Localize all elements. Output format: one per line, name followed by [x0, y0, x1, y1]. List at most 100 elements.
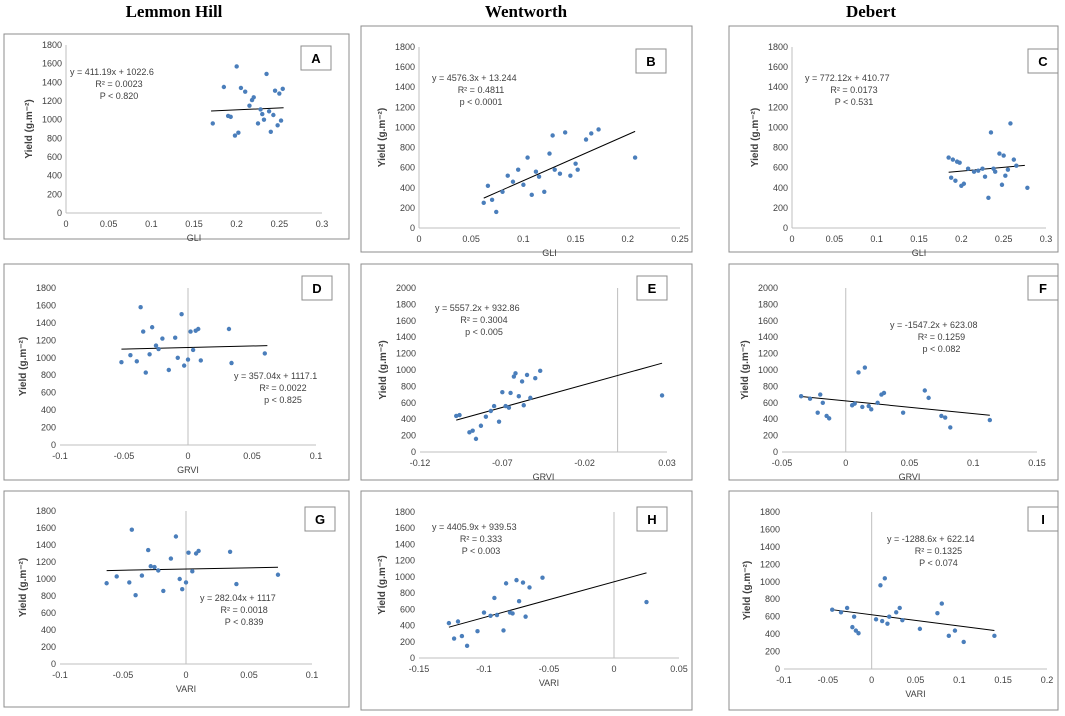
data-point-c: [961, 181, 967, 186]
x-tick-label-i: 0.05: [907, 675, 925, 685]
r-squared-c: R² = 0.0173: [830, 85, 877, 95]
data-point-b: [550, 133, 555, 138]
data-point-d: [166, 367, 171, 373]
y-tick-label-e: 1600: [396, 316, 416, 326]
y-axis-title-e: Yield (g.m⁻²): [378, 340, 389, 399]
data-point-a: [247, 103, 252, 108]
x-tick-label-h: -0.05: [539, 664, 560, 674]
panel-label-box-b: [635, 48, 667, 74]
data-point-d: [229, 360, 234, 366]
y-tick-label-c: 1400: [768, 82, 788, 92]
data-point-a: [238, 85, 244, 91]
trend-line-c: [948, 164, 1025, 173]
y-tick-label-f: 1600: [758, 316, 778, 326]
y-tick-label-g: 400: [41, 625, 56, 635]
data-point-a: [271, 112, 276, 118]
y-tick-label-c: 1200: [768, 102, 788, 112]
data-point-f: [900, 410, 906, 415]
data-point-d: [143, 370, 148, 375]
x-tick-label-c: 0.3: [1040, 234, 1053, 244]
y-tick-label-e: 600: [401, 398, 416, 408]
y-tick-label-h: 1200: [395, 556, 415, 566]
x-tick-label-a: 0.1: [145, 219, 158, 229]
data-point-i: [844, 605, 850, 611]
data-point-d: [226, 326, 232, 332]
y-tick-label-c: 1000: [768, 122, 788, 132]
data-point-a: [275, 123, 280, 128]
trend-line-g: [106, 566, 278, 572]
y-tick-label-d: 1000: [36, 353, 56, 363]
y-tick-label-b: 1000: [395, 122, 415, 132]
y-tick-label-h: 1800: [395, 507, 415, 517]
data-point-c: [980, 166, 985, 171]
x-tick-label-d: -0.05: [114, 451, 135, 461]
data-point-i: [850, 624, 855, 630]
y-tick-label-g: 1000: [36, 574, 56, 584]
data-point-h: [492, 595, 497, 601]
data-point-h: [481, 610, 487, 615]
data-point-a: [280, 86, 285, 92]
data-point-f: [948, 425, 953, 430]
y-tick-label-e: 400: [401, 414, 416, 424]
data-point-d: [198, 358, 203, 363]
data-point-g: [234, 581, 239, 587]
y-axis-title-a: Yield (g.m⁻²): [24, 99, 35, 158]
x-tick-label-b: 0.05: [462, 234, 480, 244]
x-axis-title-a: GLI: [187, 233, 202, 243]
scatter-panel-d: 0 200 400 600 800 1000 1200 1400 1600 1800 -0.1 -0.…: [3, 263, 350, 481]
data-point-d: [185, 357, 191, 362]
data-point-b: [510, 179, 516, 184]
y-tick-label-i: 1600: [760, 524, 780, 534]
data-point-h: [464, 643, 470, 649]
y-tick-label-e: 1800: [396, 299, 416, 309]
trend-line-d: [121, 345, 268, 350]
y-tick-label-f: 200: [763, 431, 778, 441]
x-tick-label-c: 0: [789, 234, 794, 244]
p-value-i: P < 0.074: [919, 558, 958, 568]
y-tick-label-b: 0: [410, 223, 415, 233]
data-point-g: [161, 588, 166, 594]
data-point-b: [485, 183, 491, 188]
data-point-h: [488, 613, 493, 619]
data-point-i: [939, 601, 944, 606]
equation-c: y = 772.12x + 410.77: [805, 73, 890, 83]
y-tick-label-c: 0: [783, 223, 788, 233]
data-point-h: [514, 577, 519, 583]
data-point-g: [127, 580, 132, 585]
r-squared-i: R² = 0.1325: [915, 546, 962, 556]
y-tick-label-c: 600: [773, 163, 788, 173]
data-point-c: [1014, 163, 1019, 168]
data-point-d: [175, 355, 180, 360]
y-tick-label-e: 2000: [396, 283, 416, 293]
data-point-b: [515, 167, 521, 172]
y-tick-label-f: 400: [763, 414, 778, 424]
x-tick-label-a: 0.2: [230, 219, 243, 229]
y-tick-label-f: 600: [763, 398, 778, 408]
r-squared-h: R² = 0.333: [460, 534, 502, 544]
x-tick-label-b: 0: [416, 234, 421, 244]
y-tick-label-a: 0: [57, 208, 62, 218]
y-tick-label-d: 1600: [36, 300, 56, 310]
x-tick-label-h: 0.05: [670, 664, 688, 674]
data-point-b: [575, 167, 580, 172]
panel-label-box-c: [1027, 48, 1059, 74]
data-point-h: [540, 575, 545, 580]
data-point-b: [552, 167, 557, 172]
data-point-b: [525, 155, 530, 160]
y-tick-label-i: 200: [765, 647, 780, 657]
y-tick-label-h: 400: [400, 621, 415, 631]
data-point-e: [503, 403, 508, 409]
x-tick-label-h: 0: [611, 664, 616, 674]
data-point-g: [227, 549, 233, 554]
y-axis-title-d: Yield (g.m⁻²): [18, 337, 29, 396]
y-tick-label-i: 1400: [760, 542, 780, 552]
scatter-panel-c: 0 200 400 600 800 1000 1200 1400 1600 1800 0 0.05 0.…: [728, 25, 1059, 258]
p-value-c: P < 0.531: [835, 97, 874, 107]
y-tick-label-c: 400: [773, 183, 788, 193]
data-point-c: [950, 157, 956, 162]
scatter-panel-b: 0 200 400 600 800 1000 1200 1400 1600 1800 0 0.05 0.…: [360, 25, 693, 258]
y-tick-label-e: 1200: [396, 349, 416, 359]
data-point-g: [133, 592, 138, 598]
data-point-e: [528, 395, 533, 401]
